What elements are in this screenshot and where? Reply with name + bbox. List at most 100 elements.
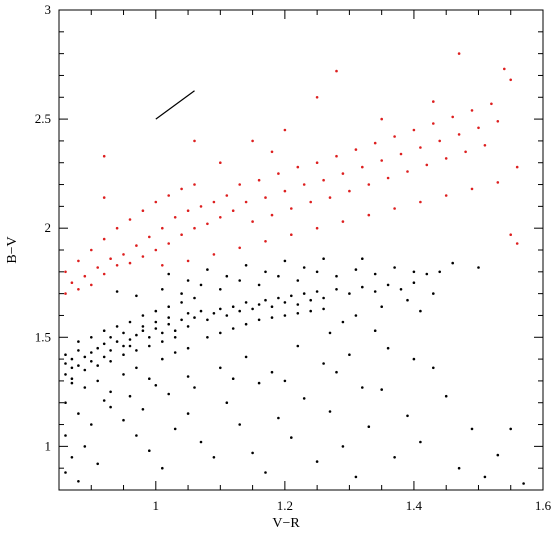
data-point xyxy=(270,213,274,217)
data-point xyxy=(161,226,164,230)
data-point xyxy=(419,200,422,204)
data-point xyxy=(380,305,384,309)
data-point xyxy=(296,344,300,348)
data-point xyxy=(212,253,216,256)
data-point xyxy=(264,298,267,302)
data-point xyxy=(490,102,493,106)
data-point xyxy=(386,283,390,287)
data-point xyxy=(122,331,125,335)
plot-frame xyxy=(58,9,544,491)
data-point xyxy=(180,292,183,295)
data-point xyxy=(154,248,158,252)
data-point xyxy=(109,360,112,363)
data-point xyxy=(193,139,196,143)
data-point xyxy=(102,399,106,402)
data-point xyxy=(444,194,448,197)
data-point xyxy=(128,338,132,341)
data-point xyxy=(509,233,512,236)
data-point xyxy=(141,408,145,411)
data-point xyxy=(283,314,287,317)
data-point xyxy=(302,292,306,295)
data-point xyxy=(341,445,345,448)
data-point xyxy=(238,309,241,313)
data-point xyxy=(70,377,74,381)
data-point xyxy=(251,139,254,143)
data-point xyxy=(302,397,306,400)
data-point xyxy=(444,157,448,160)
data-point xyxy=(367,213,371,217)
data-point xyxy=(102,196,106,199)
data-point xyxy=(180,187,183,191)
data-point xyxy=(83,355,87,359)
data-point xyxy=(457,52,461,55)
data-point xyxy=(122,344,125,348)
data-point xyxy=(225,194,229,197)
data-point xyxy=(148,377,151,381)
data-point xyxy=(328,410,332,413)
data-point xyxy=(96,462,99,466)
data-point xyxy=(432,292,435,295)
data-point xyxy=(83,445,87,448)
data-point xyxy=(141,209,145,212)
data-point xyxy=(244,200,248,204)
data-point xyxy=(373,290,377,293)
data-point xyxy=(70,366,74,370)
data-point xyxy=(102,237,106,241)
data-point xyxy=(444,394,448,398)
data-point xyxy=(109,405,112,409)
reddening-vector xyxy=(155,90,195,120)
data-point xyxy=(167,194,170,197)
data-point xyxy=(251,220,254,223)
data-point xyxy=(335,370,338,374)
data-point xyxy=(335,69,338,73)
data-point xyxy=(257,303,261,306)
data-point xyxy=(186,312,190,315)
data-point xyxy=(212,456,216,459)
data-point xyxy=(470,427,474,431)
data-point xyxy=(412,270,416,274)
data-point xyxy=(509,427,512,431)
data-point xyxy=(238,183,241,186)
data-point xyxy=(96,364,99,367)
data-point xyxy=(341,220,345,223)
data-point xyxy=(135,244,138,247)
x-axis-label: V−R xyxy=(272,516,300,531)
tick-labels: 1 1.2 1.4 1.6 1 1.5 2 2.5 3 xyxy=(35,2,552,513)
y-tick-label: 3 xyxy=(45,2,52,17)
data-point xyxy=(90,423,93,426)
data-point xyxy=(348,189,351,193)
data-point xyxy=(64,362,67,365)
data-point xyxy=(77,480,80,483)
data-point xyxy=(167,272,170,276)
data-point xyxy=(64,270,67,274)
data-point xyxy=(225,314,229,317)
x-tick-label: 1.2 xyxy=(277,498,293,513)
data-point xyxy=(406,298,409,302)
data-point xyxy=(115,264,119,267)
data-point xyxy=(70,381,74,385)
data-point xyxy=(328,196,332,199)
data-point xyxy=(128,320,132,324)
data-point xyxy=(219,366,222,370)
data-point xyxy=(231,327,235,330)
data-point xyxy=(477,126,480,130)
data-point xyxy=(335,154,338,158)
data-point xyxy=(354,148,358,151)
data-point xyxy=(251,307,254,311)
data-point xyxy=(270,370,274,374)
data-point xyxy=(380,388,384,391)
data-point xyxy=(109,257,112,261)
data-point xyxy=(206,318,209,322)
data-point xyxy=(219,216,222,219)
data-point xyxy=(206,222,209,226)
data-point xyxy=(290,436,293,439)
data-point xyxy=(109,336,112,339)
data-point xyxy=(219,161,222,164)
data-point xyxy=(83,274,87,278)
data-point xyxy=(251,451,254,455)
data-point xyxy=(109,390,112,394)
data-point xyxy=(148,449,151,453)
data-point xyxy=(167,392,170,396)
data-point xyxy=(154,384,158,387)
